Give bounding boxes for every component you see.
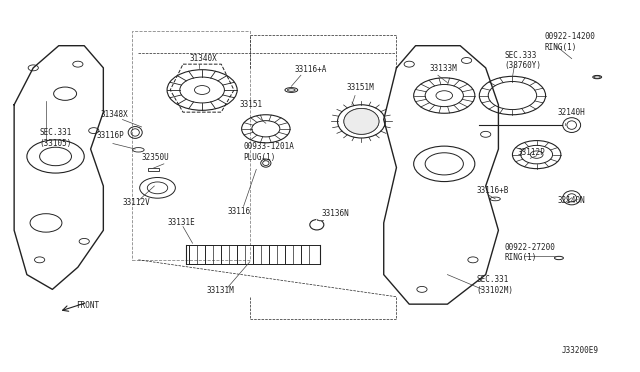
Text: J33200E9: J33200E9 <box>562 346 599 355</box>
Text: 33112P: 33112P <box>518 148 545 157</box>
Text: 33136N: 33136N <box>322 209 349 218</box>
Text: 33131E: 33131E <box>167 218 195 227</box>
Text: SEC.333
(38760Y): SEC.333 (38760Y) <box>505 51 542 70</box>
Text: 31348X: 31348X <box>100 109 128 119</box>
Text: 00933-1201A
PLUG(1): 00933-1201A PLUG(1) <box>244 142 294 162</box>
Text: 33116P: 33116P <box>97 131 125 140</box>
Text: 33116+A: 33116+A <box>294 65 327 74</box>
Text: FRONT: FRONT <box>77 301 100 311</box>
Text: 00922-27200
RING(1): 00922-27200 RING(1) <box>505 243 556 262</box>
Text: 33151M: 33151M <box>347 83 374 92</box>
Text: 33116: 33116 <box>228 206 251 216</box>
Text: 33112V: 33112V <box>122 198 150 207</box>
Text: 31340X: 31340X <box>189 54 217 63</box>
Text: 33131M: 33131M <box>207 286 234 295</box>
Text: 33133M: 33133M <box>429 64 458 73</box>
Text: 32140H: 32140H <box>557 108 586 117</box>
Text: SEC.331
(33105): SEC.331 (33105) <box>40 128 72 148</box>
Text: 33151: 33151 <box>239 100 262 109</box>
Text: 00922-14200
RING(1): 00922-14200 RING(1) <box>545 32 596 52</box>
Text: 33116+B: 33116+B <box>476 186 509 195</box>
Text: 32350U: 32350U <box>141 153 170 162</box>
Ellipse shape <box>344 109 379 134</box>
Bar <box>132 31 250 260</box>
Text: 32140N: 32140N <box>557 196 586 205</box>
Text: SEC.331
(33102M): SEC.331 (33102M) <box>476 275 513 295</box>
Bar <box>148 167 159 171</box>
